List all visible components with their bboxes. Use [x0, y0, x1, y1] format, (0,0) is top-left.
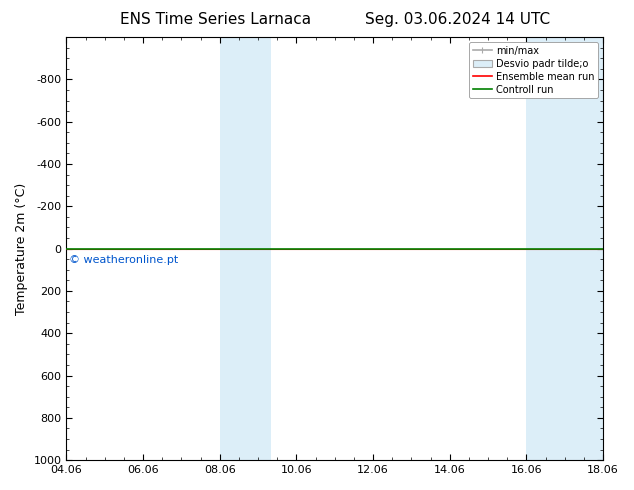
Bar [526, 37, 552, 460]
Bar [552, 37, 603, 460]
Text: © weatheronline.pt: © weatheronline.pt [69, 255, 178, 265]
Text: ENS Time Series Larnaca: ENS Time Series Larnaca [120, 12, 311, 27]
Bar [220, 37, 245, 460]
Y-axis label: Temperature 2m (°C): Temperature 2m (°C) [15, 182, 28, 315]
Bar [245, 37, 271, 460]
Text: Seg. 03.06.2024 14 UTC: Seg. 03.06.2024 14 UTC [365, 12, 550, 27]
Legend: min/max, Desvio padr tilde;o, Ensemble mean run, Controll run: min/max, Desvio padr tilde;o, Ensemble m… [469, 42, 598, 98]
